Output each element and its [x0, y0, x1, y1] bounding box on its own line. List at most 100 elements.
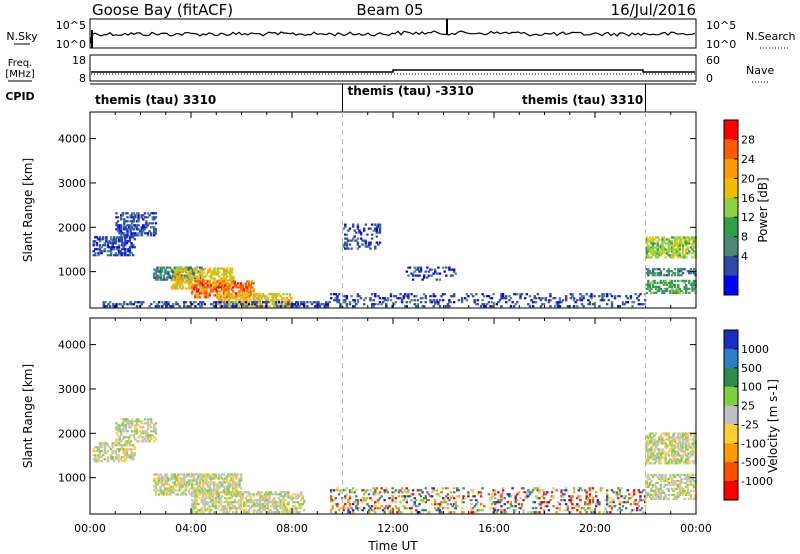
data-cell [648, 240, 652, 243]
data-cell [501, 489, 505, 492]
data-cell [590, 293, 593, 296]
data-cell [524, 297, 527, 300]
data-cell [151, 216, 154, 219]
data-cell [662, 268, 666, 271]
data-cell [195, 481, 199, 484]
data-cell [113, 242, 116, 245]
data-cell [243, 509, 246, 512]
data-cell [453, 491, 456, 494]
data-cell [296, 511, 300, 514]
data-cell [688, 460, 691, 463]
data-cell [94, 458, 97, 461]
data-cell [685, 446, 688, 449]
data-cell [219, 277, 223, 280]
data-cell [298, 505, 301, 508]
data-cell [124, 450, 127, 453]
data-cell [293, 493, 296, 496]
data-cell [678, 240, 681, 243]
data-cell [247, 491, 251, 494]
data-cell [263, 507, 266, 510]
data-cell [191, 503, 194, 506]
data-cell [249, 501, 252, 504]
data-cell [658, 448, 661, 451]
data-cell [662, 274, 666, 277]
data-cell [675, 452, 678, 455]
data-cell [645, 495, 648, 498]
data-cell [497, 501, 500, 504]
data-cell [146, 424, 150, 427]
data-cell [667, 248, 670, 251]
data-cell [598, 503, 601, 506]
data-cell [561, 493, 565, 496]
data-cell [656, 481, 659, 485]
data-cell [198, 509, 202, 512]
data-cell [232, 505, 235, 508]
data-cell [161, 301, 164, 304]
data-cell [568, 499, 571, 502]
data-cell [514, 509, 517, 512]
data-cell [219, 303, 222, 306]
data-cell [205, 493, 208, 496]
data-cell [165, 479, 169, 482]
data-cell [645, 491, 648, 494]
data-cell [620, 487, 623, 490]
data-cell [691, 444, 694, 447]
data-cell [184, 485, 188, 488]
data-cell [232, 507, 235, 510]
data-cell [598, 501, 601, 504]
data-cell [653, 254, 656, 257]
data-cell [533, 295, 536, 298]
beam-title: Beam 05 [356, 1, 423, 19]
data-cell [628, 497, 631, 500]
data-cell [217, 485, 221, 488]
data-cell [295, 301, 298, 304]
data-cell [353, 299, 356, 302]
data-cell [262, 503, 265, 506]
data-cell [202, 286, 205, 289]
data-cell [453, 270, 456, 273]
colorbar-frame [723, 329, 739, 501]
data-cell [520, 487, 524, 490]
data-cell [367, 493, 371, 496]
data-cell [273, 505, 276, 508]
data-cell [153, 234, 156, 237]
data-cell [165, 266, 169, 269]
data-cell [664, 477, 667, 481]
data-cell [692, 434, 696, 437]
data-cell [374, 491, 377, 494]
data-cell [210, 275, 213, 278]
data-cell [292, 501, 295, 504]
data-cell [664, 274, 667, 277]
data-cell [232, 277, 235, 280]
data-cell [525, 493, 528, 496]
data-cell [416, 299, 420, 302]
data-cell [490, 301, 494, 304]
data-cell [274, 493, 277, 496]
data-cell [670, 446, 674, 449]
data-cell [552, 487, 555, 490]
data-cell [337, 493, 341, 496]
data-cell [372, 303, 375, 306]
data-cell [98, 450, 102, 453]
data-cell [222, 277, 226, 280]
data-cell [130, 444, 133, 447]
data-cell [528, 295, 532, 298]
data-cell [135, 212, 139, 215]
data-cell [221, 299, 224, 302]
data-cell [303, 301, 306, 304]
data-cell [645, 483, 648, 486]
data-cell [320, 303, 323, 306]
data-cell [273, 501, 276, 504]
data-cell [215, 285, 218, 288]
data-cell [227, 292, 230, 295]
data-cell [342, 301, 345, 304]
data-cell [114, 242, 117, 245]
data-cell [651, 236, 655, 239]
data-cell [162, 477, 165, 480]
data-cell [501, 487, 505, 490]
data-cell [673, 438, 677, 441]
data-cell [217, 284, 221, 287]
data-cell [445, 266, 448, 269]
data-cell [266, 491, 270, 494]
data-cell [239, 499, 243, 502]
